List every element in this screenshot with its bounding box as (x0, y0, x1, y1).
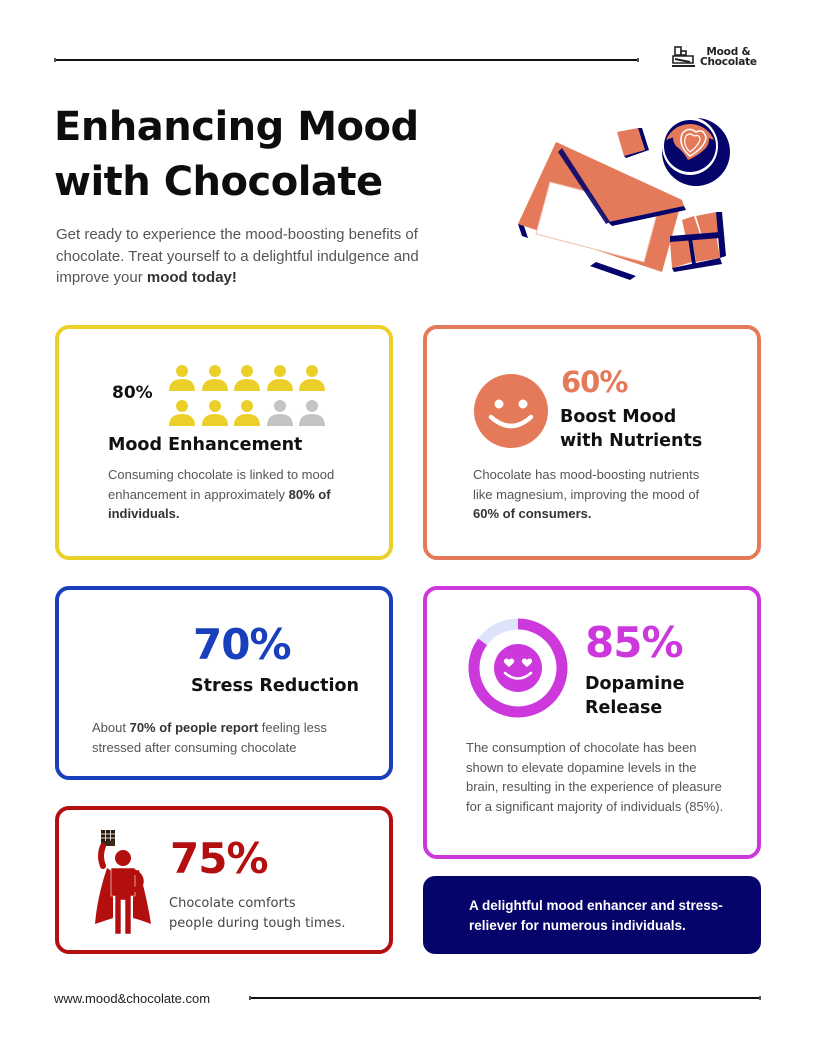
page-title-line1: Enhancing Mood (54, 104, 419, 150)
chocolate-bar-icon (670, 212, 726, 272)
brand-name-line1: Mood & (706, 46, 751, 58)
boost-mood-emphasis: 60% of consumers. (473, 506, 592, 521)
person-icon (266, 364, 299, 395)
person-icon (233, 399, 266, 430)
comfort-percent: 75% (170, 834, 269, 883)
dopamine-description: The consumption of chocolate has been sh… (466, 740, 724, 814)
brand-logo: Mood & Chocolate (672, 46, 757, 68)
summary-text: A delightful mood enhancer and stress-re… (469, 898, 723, 933)
stress-reduction-emphasis: 70% of people report (129, 720, 259, 735)
boost-mood-title-line2: with Nutrients (560, 431, 703, 451)
comfort-description: Chocolate comforts people during tough t… (169, 894, 345, 934)
mood-enhancement-card: 80% Mood Enhancement Consuming chocolate… (55, 325, 393, 560)
page-title-line2: with Chocolate (54, 159, 383, 205)
people-pictogram-icon (168, 364, 331, 430)
dopamine-title-line2: Release (585, 698, 663, 718)
boost-mood-card: 60% Boost Mood with Nutrients Chocolate … (423, 325, 761, 560)
person-icon (298, 364, 331, 395)
stress-reduction-title: Stress Reduction (191, 676, 359, 696)
heart-eyes-smiley-icon (494, 644, 542, 692)
person-icon (201, 399, 234, 430)
comfort-description-line1: Chocolate comforts (169, 896, 296, 911)
mood-enhancement-text: Consuming chocolate is linked to mood en… (108, 467, 335, 502)
stress-reduction-card: 70% Stress Reduction About 70% of people… (55, 586, 393, 780)
mood-enhancement-emphasis: 80% of individuals. (108, 486, 331, 522)
intro-emphasis: mood today! (146, 269, 237, 286)
brand-name-line2: Chocolate (700, 56, 757, 68)
person-icon (168, 364, 201, 395)
stress-reduction-description: About 70% of people report feeling less … (92, 718, 362, 757)
stress-reduction-text-post: feeling less stressed after consuming ch… (92, 720, 327, 755)
boost-mood-title-line1: Boost Mood (560, 407, 677, 427)
footer-divider (249, 996, 761, 1000)
stress-reduction-text-pre: About (92, 720, 130, 735)
intro-text: Get ready to experience the mood-boostin… (56, 226, 419, 286)
superhero-holding-chocolate-icon (95, 830, 151, 935)
mood-enhancement-title: Mood Enhancement (108, 435, 303, 455)
dopamine-card: 85% Dopamine Release The consumption of … (423, 586, 761, 859)
boost-mood-title: Boost Mood with Nutrients (560, 405, 702, 453)
chocolate-envelope-and-coffee-illustration (518, 117, 730, 280)
intro-paragraph: Get ready to experience the mood-boostin… (56, 224, 456, 289)
comfort-description-line2: people during tough times. (169, 916, 346, 931)
person-icon (201, 364, 234, 395)
boost-mood-description: Chocolate has mood-boosting nutrients li… (473, 465, 713, 524)
dopamine-title: Dopamine Release (585, 672, 684, 720)
summary-banner: A delightful mood enhancer and stress-re… (423, 876, 761, 954)
mood-enhancement-description: Consuming chocolate is linked to mood en… (108, 465, 358, 524)
stress-reduction-percent: 70% (193, 620, 292, 669)
person-icon (168, 399, 201, 430)
header-divider (54, 58, 639, 62)
coffee-cup-icon (662, 117, 730, 186)
chocolate-stack-icon (672, 46, 695, 67)
person-icon (233, 364, 266, 395)
dopamine-title-line1: Dopamine (585, 674, 685, 694)
boost-mood-percent: 60% (561, 365, 628, 399)
chocolate-piece-icon (617, 128, 649, 158)
progress-ring (468, 618, 568, 718)
page-title: Enhancing Mood with Chocolate (54, 100, 474, 210)
envelope-icon (518, 142, 686, 280)
smiley-face-icon (474, 374, 548, 448)
person-icon (298, 399, 331, 430)
mood-enhancement-percent: 80% (112, 383, 153, 403)
dopamine-percent: 85% (585, 618, 684, 667)
person-icon (266, 399, 299, 430)
comfort-card: 75% Chocolate comforts people during tou… (55, 806, 393, 954)
website-link[interactable]: www.mood&chocolate.com (54, 991, 211, 1006)
boost-mood-text: Chocolate has mood-boosting nutrients li… (473, 467, 700, 502)
